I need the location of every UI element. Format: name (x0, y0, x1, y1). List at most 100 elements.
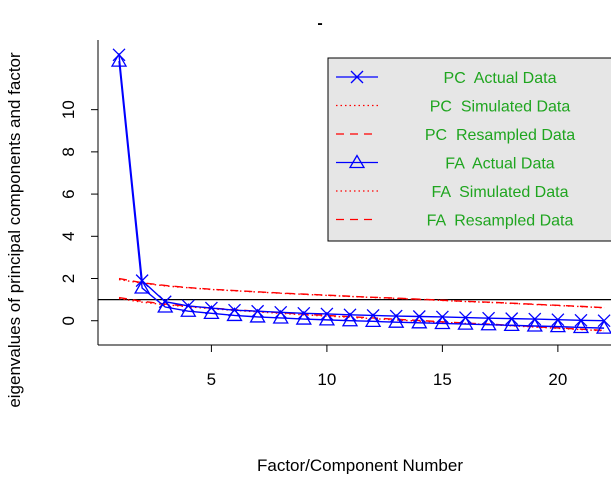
x-marker-stroke (597, 314, 611, 328)
data-point (459, 311, 472, 325)
x-marker-stroke (551, 313, 565, 327)
data-point (251, 304, 265, 318)
data-point (435, 310, 449, 324)
data-point (297, 306, 311, 320)
data-point (528, 312, 542, 326)
series-line (118, 297, 605, 332)
x-marker-stroke (112, 48, 126, 62)
x-marker-stroke (320, 307, 334, 321)
data-point (158, 295, 172, 309)
data-point (411, 314, 428, 329)
x-marker-stroke (435, 310, 449, 324)
legend-entry-label: PC Simulated Data (430, 99, 571, 116)
x-marker-stroke (343, 308, 357, 322)
series-layer (110, 48, 611, 334)
title-fragment: - (317, 15, 322, 32)
data-point (480, 316, 497, 331)
legend-swatch-marker (348, 154, 366, 169)
data-point (228, 303, 241, 317)
data-point (181, 299, 195, 313)
y-tick-label: 0 (59, 316, 78, 325)
x-marker-stroke (158, 295, 172, 309)
legend-entry-label: FA Resampled Data (427, 213, 574, 230)
data-point (341, 312, 359, 327)
data-point (412, 310, 426, 323)
series-group (110, 52, 611, 334)
data-point (597, 314, 611, 328)
y-tick-label: 4 (59, 232, 78, 241)
data-point (133, 279, 151, 294)
data-point (112, 48, 126, 62)
x-marker-stroke (228, 303, 241, 317)
data-point (388, 313, 405, 328)
axes-layer (97, 40, 611, 346)
data-point (343, 308, 357, 322)
data-point (595, 319, 611, 334)
x-tick-label: 10 (317, 370, 336, 389)
ticks-layer: 5 10 15 20 0 2 4 6 8 10 (59, 100, 567, 389)
data-point (364, 313, 382, 328)
data-point (549, 318, 567, 333)
legend-entry-label: FA Actual Data (445, 156, 555, 173)
data-point (135, 274, 149, 288)
x-axis-label: Factor/Component Number (257, 456, 463, 474)
data-point (320, 307, 334, 321)
legend-box (327, 57, 611, 242)
x-marker-stroke (366, 308, 380, 322)
series-line (118, 61, 605, 329)
x-tick-label: 20 (548, 370, 567, 389)
x-marker-stroke (412, 310, 426, 323)
y-axis-label: eigenvalues of principal components and … (5, 52, 24, 408)
x-marker-stroke (389, 309, 403, 323)
data-point (505, 312, 519, 326)
legend-swatch-marker (350, 70, 364, 84)
x-marker-stroke (528, 312, 542, 326)
data-point (295, 310, 312, 325)
x-tick-label: 15 (433, 370, 452, 389)
data-point (318, 311, 336, 326)
series-line (118, 54, 605, 322)
data-point (249, 308, 266, 323)
data-point (526, 317, 543, 332)
data-point (272, 309, 289, 324)
series-line (118, 278, 605, 309)
series-group (118, 278, 605, 309)
x-marker-stroke (274, 305, 288, 319)
data-point (110, 52, 128, 67)
axis-labels-layer: Factor/Component Number eigenvalues of p… (5, 52, 463, 475)
legend-entry-label: FA Simulated Data (432, 184, 569, 201)
x-marker-stroke (135, 274, 149, 288)
y-tick-label: 6 (59, 189, 78, 198)
x-marker-stroke (505, 312, 519, 326)
data-point (204, 301, 218, 315)
x-marker-stroke (350, 70, 364, 84)
legend-entry-label: PC Resampled Data (425, 127, 575, 144)
x-marker-stroke (297, 306, 311, 320)
y-tick-label: 10 (59, 100, 78, 119)
x-marker-stroke (482, 311, 496, 325)
legend: PC Actual Data PC Simulated Data PC Resamp… (327, 57, 611, 242)
data-point (366, 308, 380, 322)
data-point (551, 313, 565, 327)
x-tick-label: 5 (207, 370, 216, 389)
data-point (457, 315, 474, 330)
data-point (503, 317, 520, 332)
data-point (434, 315, 451, 330)
data-point (482, 311, 496, 325)
series-group (118, 297, 605, 332)
x-marker-stroke (459, 311, 472, 325)
x-marker-stroke (574, 313, 588, 327)
legend-entry-label: PC Actual Data (444, 70, 557, 87)
series-group (112, 48, 611, 328)
data-point (389, 309, 403, 323)
data-point (274, 305, 288, 319)
x-marker-stroke (181, 299, 195, 313)
x-marker-stroke (251, 304, 265, 318)
y-tick-label: 2 (59, 274, 78, 283)
data-point (572, 319, 590, 334)
y-tick-label: 8 (59, 147, 78, 156)
x-marker-stroke (204, 301, 218, 315)
data-point (574, 313, 588, 327)
